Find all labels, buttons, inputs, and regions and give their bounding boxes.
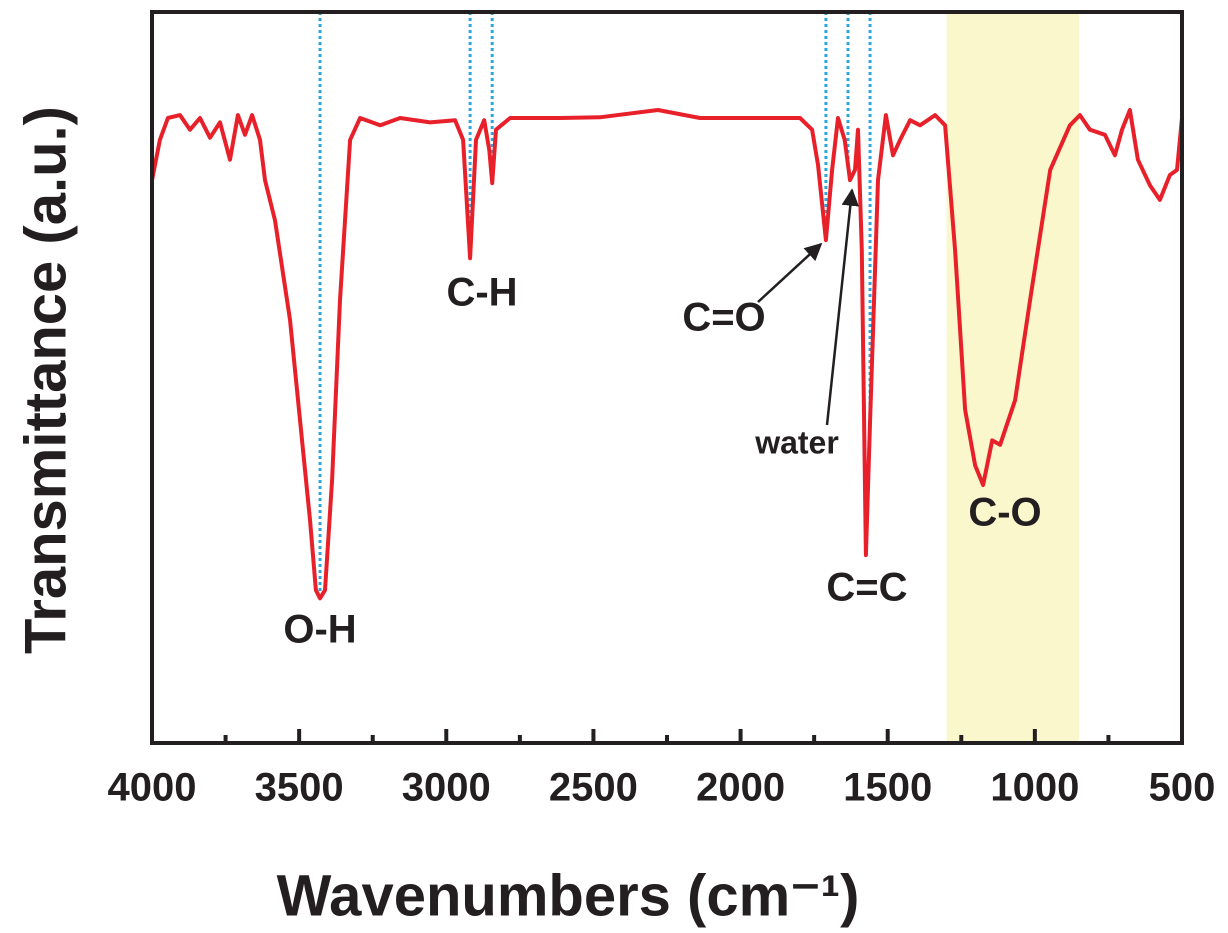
spectrum-line [150, 108, 1184, 601]
x-axis-label: Wavenumbers (cm⁻¹) [277, 863, 860, 928]
x-tick-label: 2000 [696, 766, 785, 810]
highlight-band [946, 12, 1079, 743]
x-tick-label: 3000 [402, 766, 491, 810]
x-tick-label: 3500 [255, 766, 344, 810]
peak-annotation: O-H [283, 608, 356, 652]
plot-layer [150, 108, 1184, 601]
x-tick-label: 1500 [843, 766, 932, 810]
annotation-arrow [757, 242, 823, 303]
annotation-arrow [825, 188, 860, 426]
peak-annotation: water [754, 424, 839, 460]
peak-annotation: C=O [682, 296, 765, 340]
x-tick-label: 2500 [549, 766, 638, 810]
x-tick-label: 4000 [108, 766, 197, 810]
peak-annotation: C-H [446, 271, 517, 315]
x-tick-label: 1000 [990, 766, 1079, 810]
y-axis-label: Transmittance (a.u.) [13, 106, 78, 654]
peak-annotation: C=C [826, 566, 907, 610]
background-layer [318, 12, 1079, 743]
x-tick-label: 500 [1149, 766, 1216, 810]
peak-annotation: C-O [968, 491, 1041, 535]
